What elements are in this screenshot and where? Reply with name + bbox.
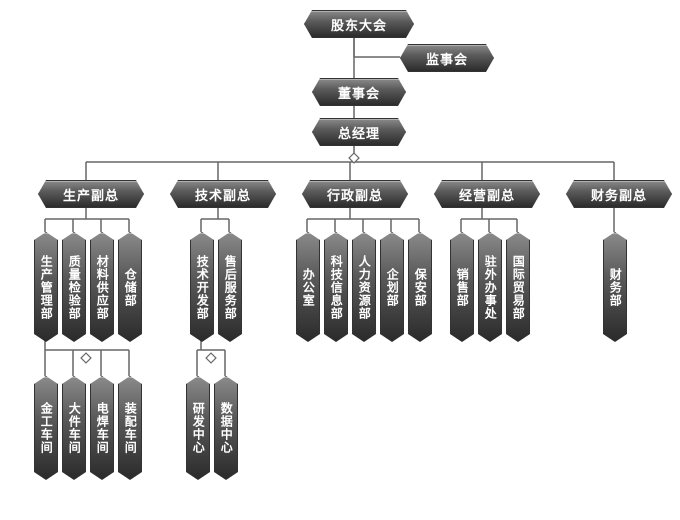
node-gm: 总经理 [312,118,406,146]
node-it: 科技信息部 [324,232,348,342]
node-vp_fin: 财务副总 [566,180,672,208]
node-after_sales: 售后服务部 [218,232,242,342]
node-hr: 人力资源部 [352,232,376,342]
node-vp_prod: 生产副总 [38,180,144,208]
node-materials: 材料供应部 [90,232,114,342]
node-weld_shop: 电焊车间 [90,376,114,480]
node-big_parts_shop: 大件车间 [62,376,86,480]
node-finance_dept: 财务部 [603,232,627,342]
node-assembly_shop: 装配车间 [118,376,142,480]
node-sales: 销售部 [450,232,474,342]
node-rd_center: 研发中心 [186,376,210,480]
node-vp_biz: 经营副总 [434,180,540,208]
node-tech_dev: 技术开发部 [190,232,214,342]
node-board: 董事会 [312,78,406,106]
node-warehouse: 仓储部 [118,232,142,342]
node-data_center: 数据中心 [214,376,238,480]
node-vp_admin: 行政副总 [302,180,408,208]
node-security: 保安部 [408,232,432,342]
node-field_office: 驻外办事处 [478,232,502,342]
node-supervisory: 监事会 [400,44,494,72]
node-office: 办公室 [296,232,320,342]
org-chart: 股东大会监事会董事会总经理生产副总技术副总行政副总经营副总财务副总生产管理部质量… [0,0,680,520]
node-shareholders: 股东大会 [304,10,414,38]
node-intl_trade: 国际贸易部 [506,232,530,342]
node-vp_tech: 技术副总 [170,180,276,208]
node-prod_mgmt: 生产管理部 [34,232,58,342]
node-plan: 企划部 [380,232,404,342]
node-metal_shop: 金工车间 [34,376,58,480]
node-qc: 质量检验部 [62,232,86,342]
